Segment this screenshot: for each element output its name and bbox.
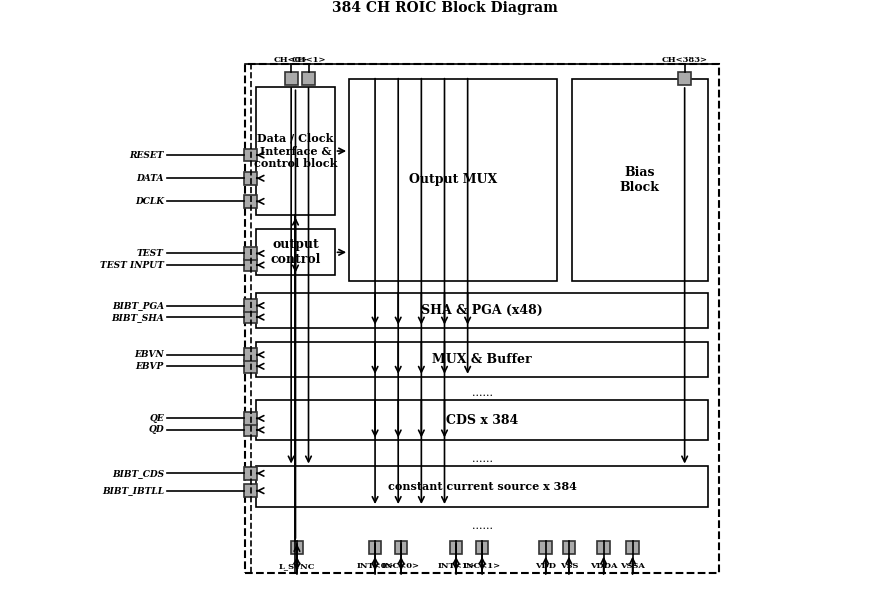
FancyBboxPatch shape: [244, 467, 257, 480]
FancyBboxPatch shape: [572, 79, 708, 281]
Text: ......: ......: [471, 388, 493, 398]
FancyBboxPatch shape: [563, 541, 575, 554]
Text: MUX & Buffer: MUX & Buffer: [432, 353, 532, 366]
Text: RESET: RESET: [129, 151, 164, 160]
Text: VSSA: VSSA: [621, 563, 645, 570]
FancyBboxPatch shape: [244, 195, 257, 208]
FancyBboxPatch shape: [450, 541, 462, 554]
Text: INT<0>: INT<0>: [356, 563, 394, 570]
Text: ......: ......: [471, 454, 493, 465]
FancyBboxPatch shape: [244, 484, 257, 497]
Text: QE: QE: [149, 414, 164, 423]
FancyBboxPatch shape: [244, 360, 257, 373]
Text: INC<0>: INC<0>: [382, 563, 420, 570]
Title: 384 CH ROIC Block Diagram: 384 CH ROIC Block Diagram: [332, 1, 557, 16]
FancyBboxPatch shape: [284, 72, 298, 85]
FancyBboxPatch shape: [678, 72, 691, 85]
FancyBboxPatch shape: [597, 541, 610, 554]
FancyBboxPatch shape: [244, 349, 257, 361]
FancyBboxPatch shape: [256, 87, 334, 215]
FancyBboxPatch shape: [244, 423, 257, 437]
Text: VDDA: VDDA: [590, 563, 617, 570]
Text: CH<1>: CH<1>: [292, 56, 325, 63]
Text: DATA: DATA: [136, 174, 164, 183]
Text: Data / Clock
Interface &
control block: Data / Clock Interface & control block: [253, 133, 337, 169]
Text: CDS x 384: CDS x 384: [446, 414, 518, 426]
FancyBboxPatch shape: [349, 79, 557, 281]
FancyBboxPatch shape: [369, 541, 381, 554]
FancyBboxPatch shape: [256, 229, 334, 276]
Text: Output MUX: Output MUX: [409, 173, 497, 187]
Text: VDD: VDD: [535, 563, 557, 570]
FancyBboxPatch shape: [244, 149, 257, 161]
FancyBboxPatch shape: [244, 299, 257, 312]
Text: INT<1>: INT<1>: [437, 563, 475, 570]
Text: BIBT_SHA: BIBT_SHA: [111, 313, 164, 322]
FancyBboxPatch shape: [244, 247, 257, 260]
Text: TEST INPUT: TEST INPUT: [100, 261, 164, 270]
Text: L_SYNC: L_SYNC: [278, 563, 316, 570]
Text: ......: ......: [471, 521, 493, 531]
Text: EBVN: EBVN: [134, 350, 164, 359]
Text: BIBT_IBTLL: BIBT_IBTLL: [101, 486, 164, 495]
FancyBboxPatch shape: [626, 541, 639, 554]
Text: INC<1>: INC<1>: [463, 563, 501, 570]
Text: BIBT_CDS: BIBT_CDS: [112, 469, 164, 478]
FancyBboxPatch shape: [302, 72, 315, 85]
FancyBboxPatch shape: [244, 412, 257, 425]
FancyBboxPatch shape: [256, 466, 708, 507]
Text: TEST: TEST: [137, 249, 164, 258]
Text: CH<383>: CH<383>: [661, 56, 708, 63]
Text: EBVP: EBVP: [136, 362, 164, 371]
Text: VSS: VSS: [560, 563, 578, 570]
FancyBboxPatch shape: [540, 541, 552, 554]
FancyBboxPatch shape: [244, 259, 257, 271]
FancyBboxPatch shape: [291, 541, 303, 554]
Text: output
control: output control: [270, 239, 321, 266]
FancyBboxPatch shape: [256, 293, 708, 328]
Text: SHA & PGA (x48): SHA & PGA (x48): [421, 304, 543, 317]
FancyBboxPatch shape: [256, 400, 708, 440]
Text: DCLK: DCLK: [135, 197, 164, 206]
Text: QD: QD: [148, 425, 164, 435]
Text: constant current source x 384: constant current source x 384: [388, 481, 577, 492]
Text: BIBT_PGA: BIBT_PGA: [112, 301, 164, 310]
FancyBboxPatch shape: [256, 342, 708, 377]
FancyBboxPatch shape: [244, 172, 257, 185]
FancyBboxPatch shape: [476, 541, 488, 554]
FancyBboxPatch shape: [395, 541, 407, 554]
FancyBboxPatch shape: [244, 311, 257, 324]
Text: Bias
Block: Bias Block: [620, 166, 660, 194]
Text: CH<0>: CH<0>: [274, 56, 308, 63]
